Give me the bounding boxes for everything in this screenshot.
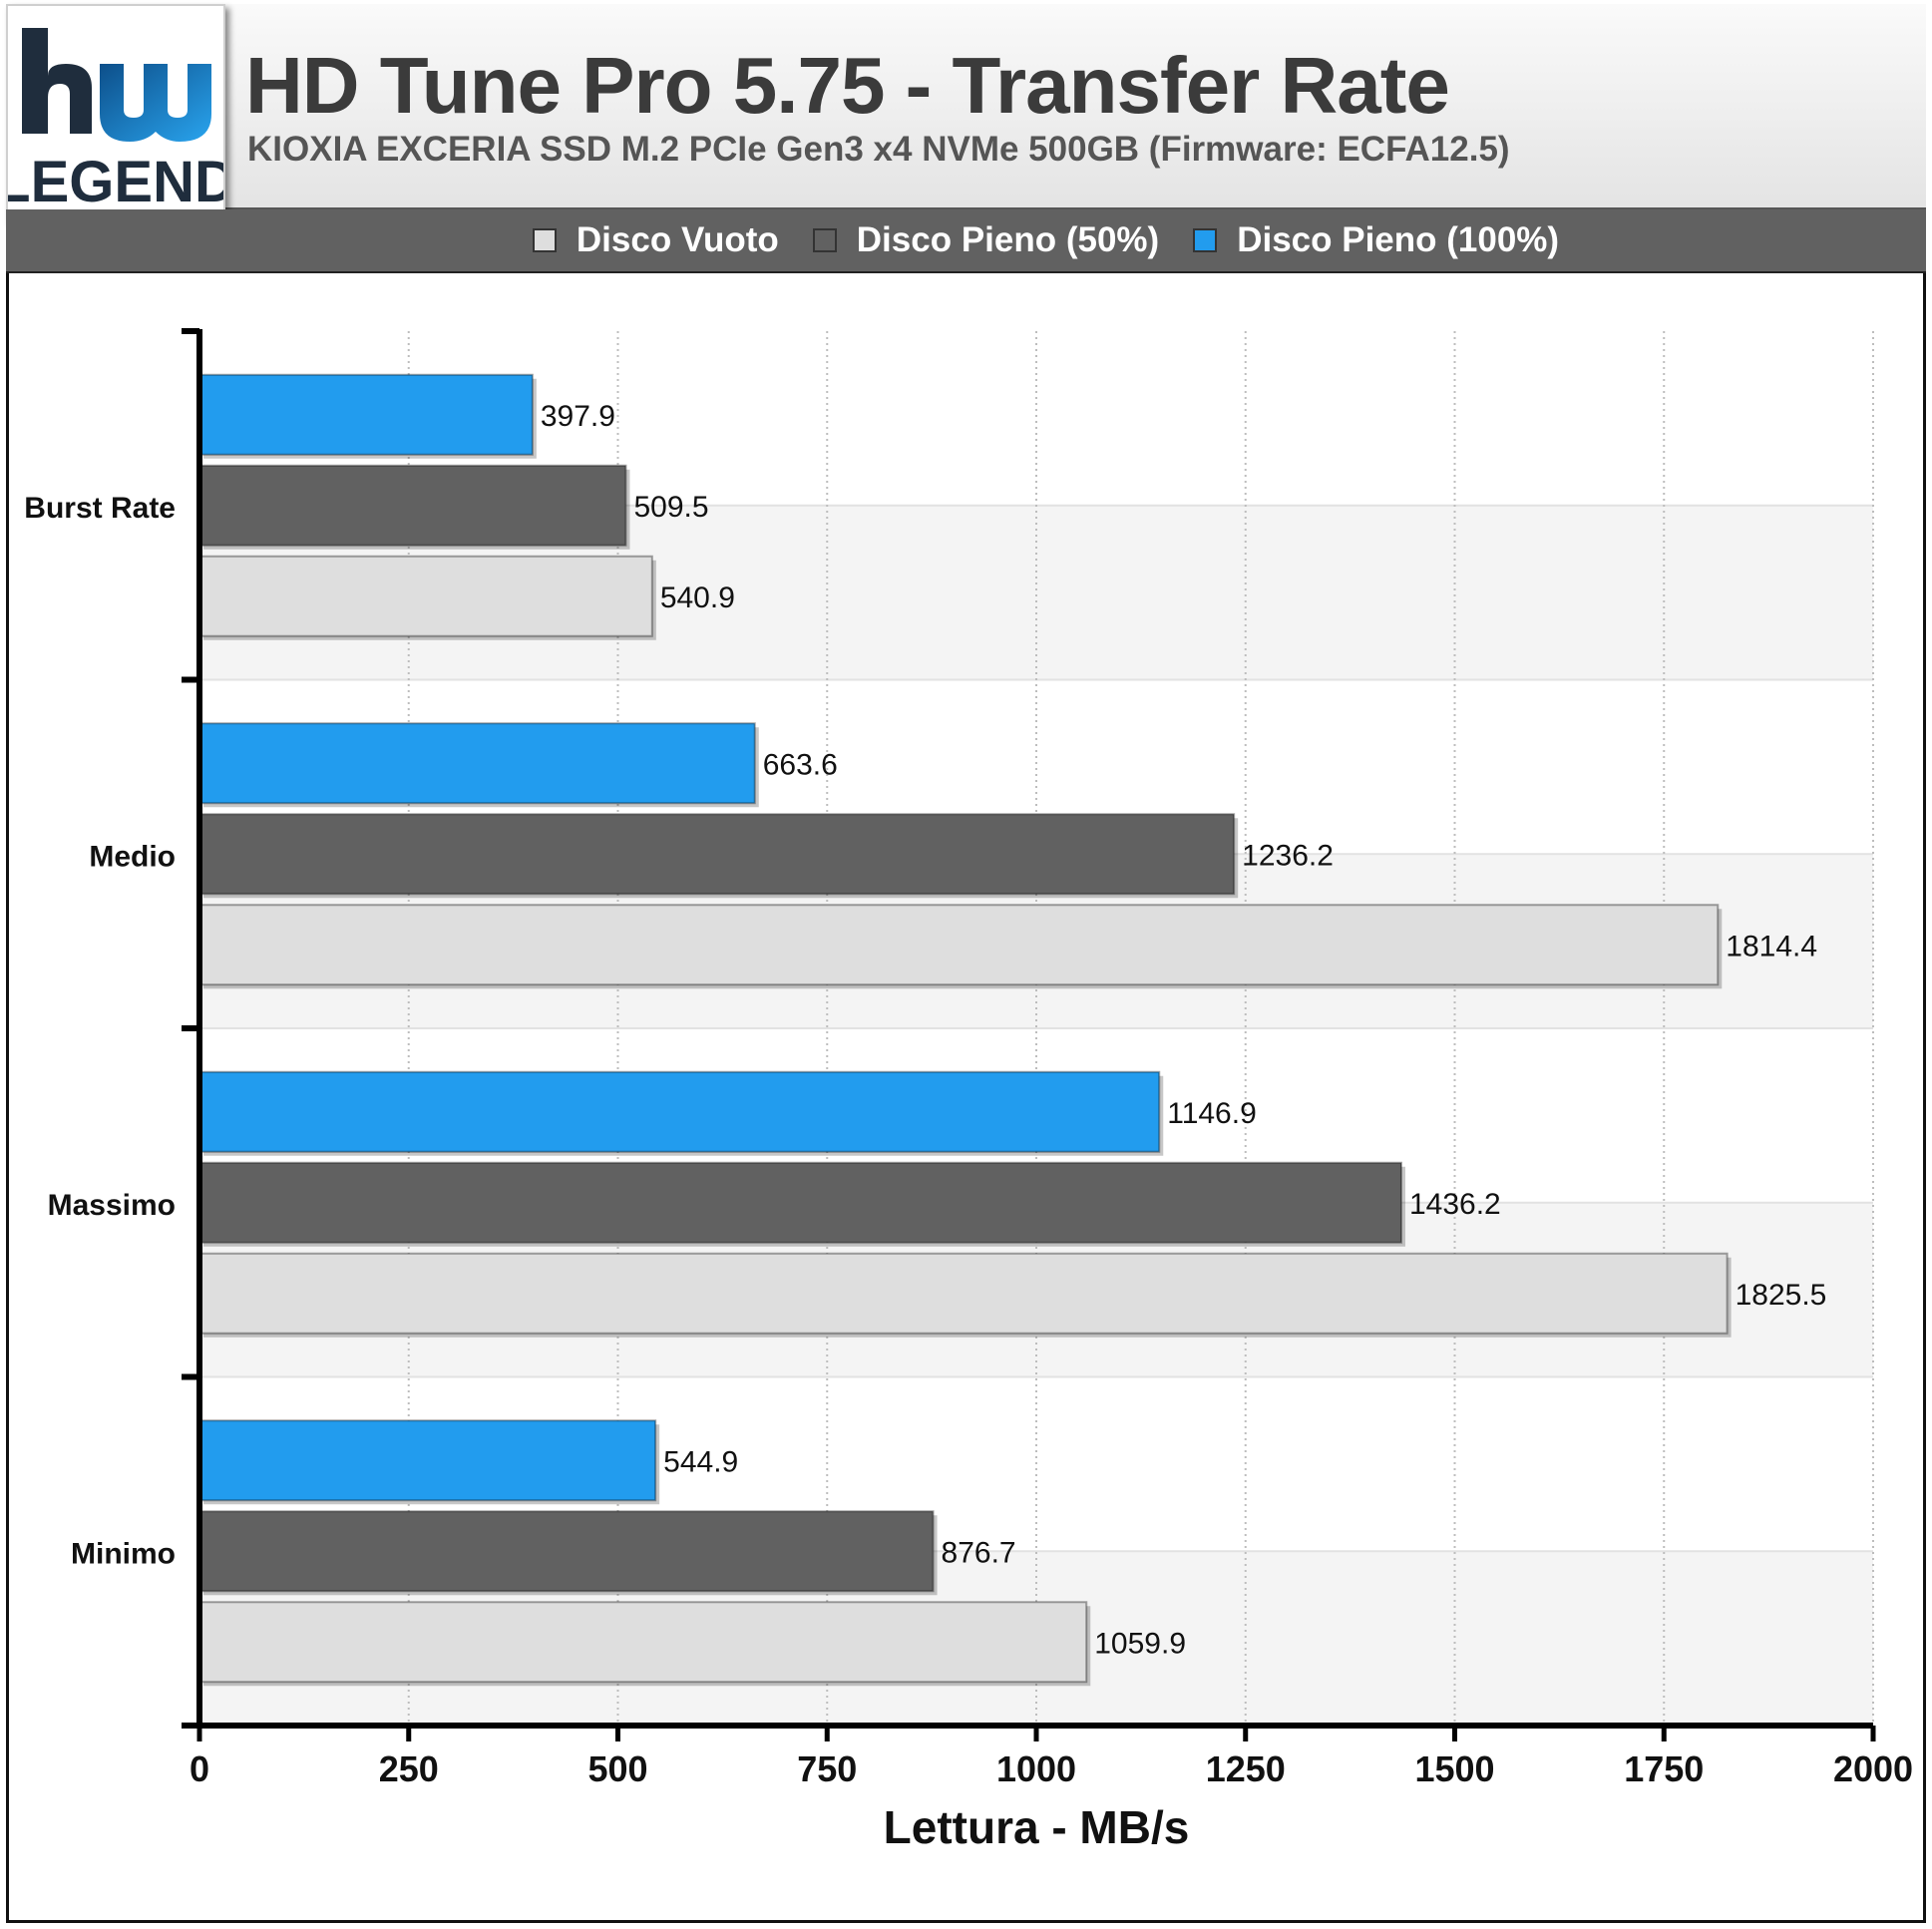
legend: Disco Vuoto Disco Pieno (50%) Disco Pien… xyxy=(6,209,1926,273)
data-label: 1825.5 xyxy=(1736,1279,1827,1312)
legend-label: Disco Pieno (50%) xyxy=(856,220,1160,259)
chart-header: HD Tune Pro 5.75 - Transfer Rate KIOXIA … xyxy=(6,4,1926,209)
legend-swatch-icon xyxy=(532,228,557,252)
data-label: 544.9 xyxy=(663,1445,738,1478)
x-tick-label: 250 xyxy=(379,1748,439,1789)
data-label: 540.9 xyxy=(660,581,735,614)
bar xyxy=(198,1252,1729,1335)
chart-title: HD Tune Pro 5.75 - Transfer Rate xyxy=(245,41,1450,130)
bar xyxy=(198,555,653,637)
legend-label: Disco Vuoto xyxy=(576,220,779,259)
legend-item: Disco Pieno (50%) xyxy=(812,220,1160,260)
legend-item: Disco Pieno (100%) xyxy=(1193,220,1559,260)
data-label: 1059.9 xyxy=(1094,1627,1186,1660)
bar xyxy=(198,464,627,547)
legend-swatch-icon xyxy=(812,228,837,252)
data-label: 1236.2 xyxy=(1242,839,1334,872)
category-label: Massimo xyxy=(48,1189,176,1222)
data-label: 397.9 xyxy=(541,400,615,433)
bar xyxy=(198,1601,1088,1684)
x-tick-label: 2000 xyxy=(1833,1748,1913,1789)
category-label: Medio xyxy=(89,840,176,873)
logo-text: LEGEND xyxy=(8,150,223,214)
legend-item: Disco Vuoto xyxy=(532,220,779,260)
bar xyxy=(198,904,1720,986)
legend-label: Disco Pieno (100%) xyxy=(1237,220,1560,259)
data-label: 1436.2 xyxy=(1409,1188,1501,1221)
category-label: Burst Rate xyxy=(24,492,176,525)
bar xyxy=(198,373,534,456)
x-tick-label: 500 xyxy=(587,1748,647,1789)
x-axis-title: Lettura - MB/s xyxy=(884,1801,1190,1853)
data-label: 663.6 xyxy=(763,748,838,781)
hw-legend-logo-icon: LEGEND xyxy=(0,28,236,214)
x-tick-label: 1750 xyxy=(1624,1748,1704,1789)
legend-swatch-icon xyxy=(1193,228,1218,252)
bar xyxy=(198,1510,935,1593)
x-tick-label: 1250 xyxy=(1206,1748,1286,1789)
chart-subtitle: KIOXIA EXCERIA SSD M.2 PCIe Gen3 x4 NVMe… xyxy=(247,130,1510,169)
data-label: 1146.9 xyxy=(1167,1097,1257,1130)
data-label: 509.5 xyxy=(633,491,708,524)
category-label: Minimo xyxy=(71,1537,176,1570)
bar xyxy=(198,1161,1402,1244)
data-label: 1814.4 xyxy=(1726,930,1817,963)
bar xyxy=(198,1419,657,1502)
x-tick-label: 1500 xyxy=(1414,1748,1494,1789)
bar xyxy=(198,722,756,805)
data-label: 876.7 xyxy=(942,1536,1016,1569)
x-tick-label: 1000 xyxy=(996,1748,1076,1789)
bar xyxy=(198,1070,1161,1153)
x-tick-label: 0 xyxy=(190,1748,209,1789)
bar xyxy=(198,813,1236,896)
x-tick-label: 750 xyxy=(797,1748,857,1789)
